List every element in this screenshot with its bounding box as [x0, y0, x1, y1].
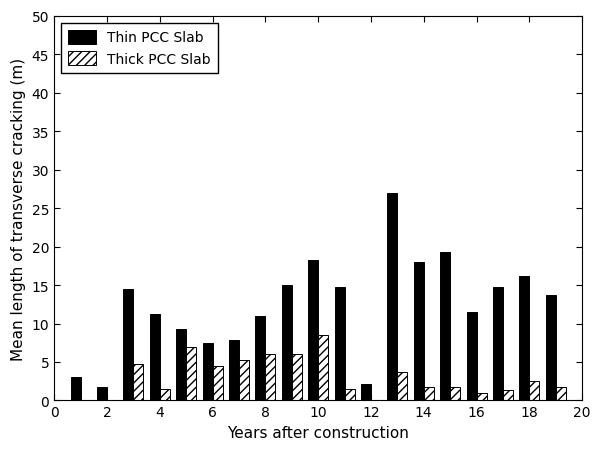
X-axis label: Years after construction: Years after construction [227, 425, 409, 440]
Bar [556, 387, 566, 400]
Bar [97, 387, 107, 400]
Bar [123, 289, 134, 400]
Legend: Thin PCC Slab, Thick PCC Slab: Thin PCC Slab, Thick PCC Slab [61, 23, 217, 74]
Bar [414, 262, 424, 400]
Bar [292, 354, 302, 400]
Bar [265, 354, 275, 400]
Y-axis label: Mean length of transverse cracking (m): Mean length of transverse cracking (m) [11, 57, 26, 360]
Bar [520, 276, 529, 400]
Bar [424, 387, 434, 400]
Bar [467, 312, 477, 400]
Bar [361, 384, 371, 400]
Bar [493, 287, 503, 400]
Bar [387, 193, 397, 400]
Bar [70, 377, 81, 400]
Bar [282, 285, 292, 400]
Bar [176, 329, 186, 400]
Bar [150, 314, 160, 400]
Bar [545, 295, 556, 400]
Bar [529, 382, 539, 400]
Bar [229, 341, 239, 400]
Bar [450, 387, 460, 400]
Bar [213, 366, 223, 400]
Bar [308, 261, 318, 400]
Bar [503, 391, 513, 400]
Bar [186, 347, 196, 400]
Bar [318, 335, 328, 400]
Bar [440, 253, 450, 400]
Bar [344, 389, 355, 400]
Bar [160, 389, 170, 400]
Bar [477, 393, 486, 400]
Bar [202, 343, 213, 400]
Bar [134, 364, 143, 400]
Bar [239, 361, 249, 400]
Bar [335, 288, 344, 400]
Bar [397, 372, 408, 400]
Bar [255, 316, 265, 400]
